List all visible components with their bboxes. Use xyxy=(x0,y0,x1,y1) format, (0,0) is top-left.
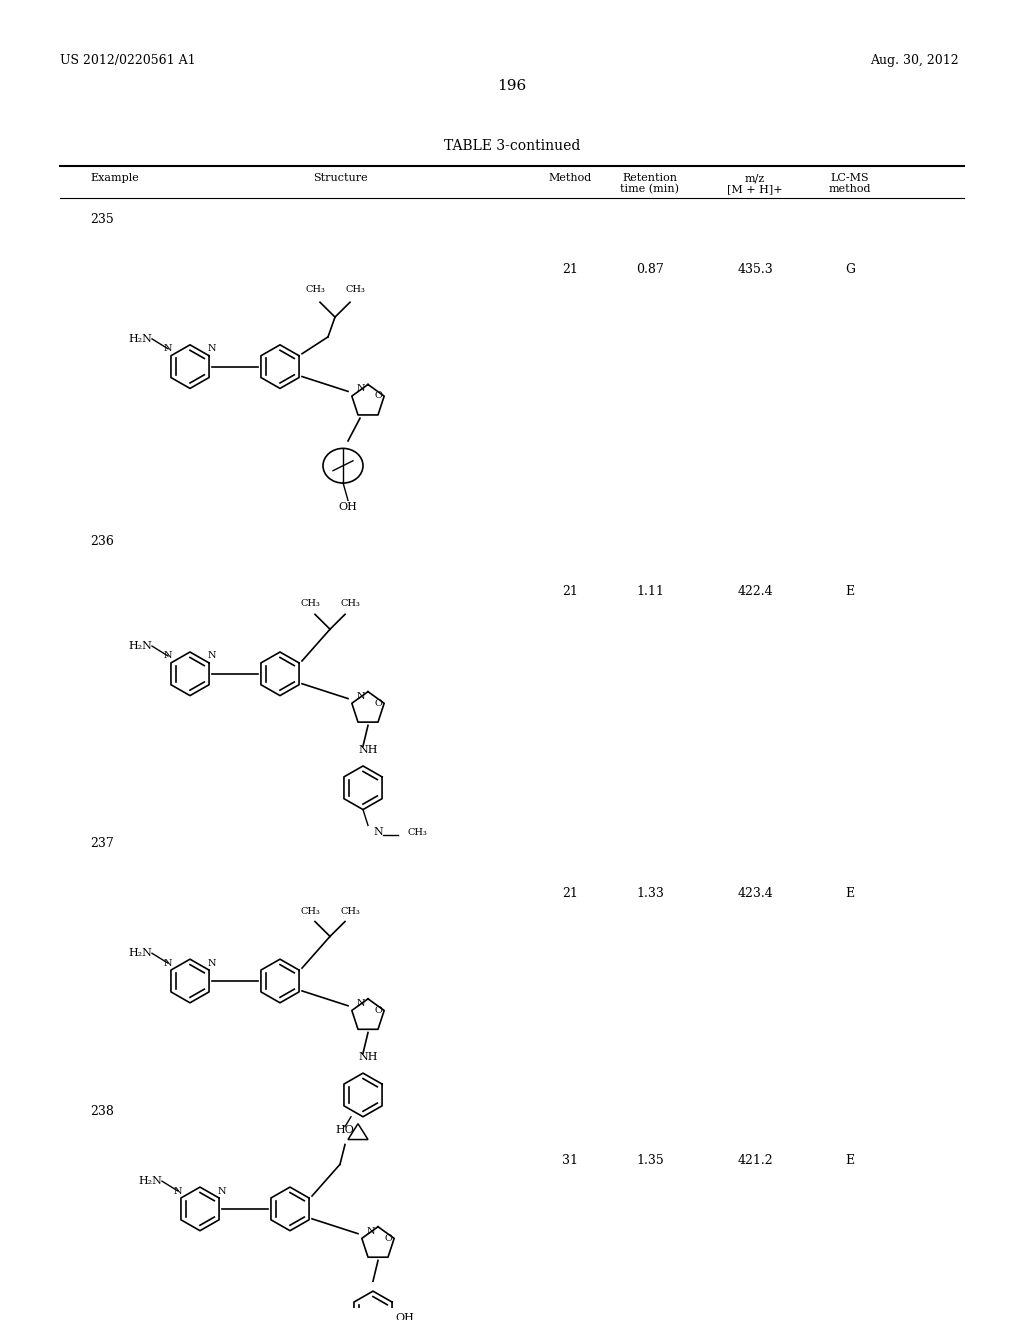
Text: N: N xyxy=(208,652,216,660)
Text: N: N xyxy=(356,384,366,393)
Text: Method: Method xyxy=(549,173,592,183)
Text: N: N xyxy=(218,1187,226,1196)
Text: N: N xyxy=(367,1226,375,1236)
Text: O: O xyxy=(374,698,382,708)
Ellipse shape xyxy=(323,449,362,483)
Text: G: G xyxy=(845,263,855,276)
Text: O: O xyxy=(374,1006,382,1015)
Text: 196: 196 xyxy=(498,79,526,94)
Text: N: N xyxy=(174,1187,182,1196)
Text: CH₃: CH₃ xyxy=(345,285,365,294)
Text: Structure: Structure xyxy=(312,173,368,183)
Text: O: O xyxy=(384,1234,392,1242)
Text: OH: OH xyxy=(339,503,357,512)
Text: H₂N: H₂N xyxy=(138,1176,162,1187)
Text: CH₃: CH₃ xyxy=(305,285,325,294)
Text: TABLE 3-continued: TABLE 3-continued xyxy=(443,139,581,153)
Text: 1.33: 1.33 xyxy=(636,887,664,900)
Text: 235: 235 xyxy=(90,213,114,226)
Text: 21: 21 xyxy=(562,263,578,276)
Text: time (min): time (min) xyxy=(621,185,680,194)
Text: [M + H]+: [M + H]+ xyxy=(727,185,782,194)
Text: NH: NH xyxy=(358,744,378,755)
Text: 31: 31 xyxy=(562,1155,578,1167)
Text: E: E xyxy=(846,887,855,900)
Text: 423.4: 423.4 xyxy=(737,887,773,900)
Text: E: E xyxy=(846,585,855,598)
Text: 1.35: 1.35 xyxy=(636,1155,664,1167)
Text: N: N xyxy=(208,958,216,968)
Text: N: N xyxy=(373,828,383,837)
Text: N: N xyxy=(208,345,216,354)
Text: HO: HO xyxy=(336,1125,354,1135)
Text: NH: NH xyxy=(358,1052,378,1063)
Text: CH₃: CH₃ xyxy=(408,829,428,837)
Text: E: E xyxy=(846,1155,855,1167)
Text: 21: 21 xyxy=(562,887,578,900)
Text: H₂N: H₂N xyxy=(128,642,152,651)
Text: OH: OH xyxy=(395,1313,414,1320)
Text: H₂N: H₂N xyxy=(128,948,152,958)
Text: 21: 21 xyxy=(562,585,578,598)
Text: CH₃: CH₃ xyxy=(340,907,360,916)
Text: US 2012/0220561 A1: US 2012/0220561 A1 xyxy=(60,54,196,67)
Text: H₂N: H₂N xyxy=(128,334,152,345)
Text: N: N xyxy=(164,958,172,968)
Text: 1.11: 1.11 xyxy=(636,585,664,598)
Text: N: N xyxy=(356,692,366,701)
Text: Retention: Retention xyxy=(623,173,678,183)
Text: method: method xyxy=(828,185,871,194)
Text: 0.87: 0.87 xyxy=(636,263,664,276)
Text: CH₃: CH₃ xyxy=(300,907,319,916)
Text: LC-MS: LC-MS xyxy=(830,173,869,183)
Text: O: O xyxy=(374,391,382,400)
Text: N: N xyxy=(356,999,366,1007)
Text: N: N xyxy=(164,652,172,660)
Text: Aug. 30, 2012: Aug. 30, 2012 xyxy=(870,54,958,67)
Text: CH₃: CH₃ xyxy=(340,599,360,609)
Text: 422.4: 422.4 xyxy=(737,585,773,598)
Text: 421.2: 421.2 xyxy=(737,1155,773,1167)
Text: 236: 236 xyxy=(90,535,114,548)
Text: CH₃: CH₃ xyxy=(300,599,319,609)
Text: Example: Example xyxy=(90,173,138,183)
Text: 237: 237 xyxy=(90,837,114,850)
Text: 238: 238 xyxy=(90,1105,114,1118)
Text: N: N xyxy=(164,345,172,354)
Text: m/z: m/z xyxy=(744,173,765,183)
Text: 435.3: 435.3 xyxy=(737,263,773,276)
